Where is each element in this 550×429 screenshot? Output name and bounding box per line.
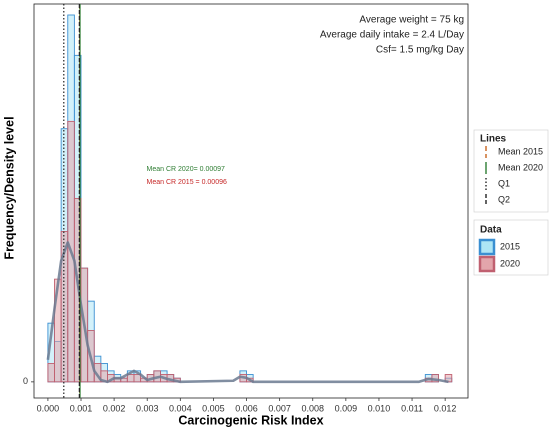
- x-tick-label: 0.006: [235, 403, 258, 413]
- x-tick-label: 0.000: [37, 403, 60, 413]
- x-tick-label: 0.007: [268, 403, 291, 413]
- info-text: Csf= 1.5 mg/kg Day: [376, 45, 464, 56]
- x-tick-label: 0.003: [136, 403, 159, 413]
- legend-line-label: Mean 2020: [498, 162, 543, 172]
- legend-swatch: [478, 238, 496, 256]
- data-legend-title: Data: [480, 225, 502, 236]
- annotation: Mean CR 2020= 0.00097: [147, 166, 226, 173]
- y-axis-label: Frequency/Density level: [2, 116, 16, 259]
- x-tick-label: 0.001: [70, 403, 93, 413]
- annotation: Mean CR 2015 = 0.00096: [147, 179, 227, 186]
- legend-line-label: Q1: [498, 178, 510, 188]
- density-curve: [46, 241, 449, 384]
- x-axis-label: Carcinogenic Risk Index: [178, 413, 323, 427]
- legend-label: 2015: [500, 241, 520, 251]
- x-tick-label: 0.010: [368, 403, 391, 413]
- x-tick-label: 0.012: [434, 403, 457, 413]
- x-tick-label: 0.005: [202, 403, 225, 413]
- x-tick-label: 0.009: [335, 403, 358, 413]
- x-tick-label: 0.002: [103, 403, 126, 413]
- plot-frame: [33, 3, 469, 399]
- legend-label: 2020: [500, 258, 520, 268]
- lines-legend-title: Lines: [480, 134, 507, 145]
- x-tick-label: 0.004: [169, 403, 192, 413]
- y-tick-label: 0: [23, 376, 28, 386]
- histogram-bar: [126, 374, 135, 383]
- info-text: Average weight = 75 kg: [359, 15, 464, 26]
- histogram-bar: [47, 363, 55, 383]
- legend-line-label: Mean 2015: [498, 146, 543, 156]
- x-tick-label: 0.008: [301, 403, 324, 413]
- histogram-bar: [133, 374, 142, 383]
- legend-line-label: Q2: [498, 194, 510, 204]
- legend-swatch: [478, 255, 496, 273]
- info-text: Average daily intake = 2.4 L/Day: [320, 30, 464, 41]
- x-tick-label: 0.011: [401, 403, 423, 413]
